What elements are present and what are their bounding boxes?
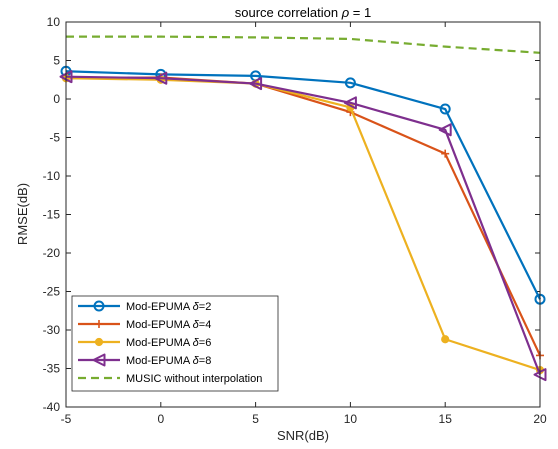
- legend-label: Mod-EPUMA δ=6: [126, 337, 211, 349]
- legend-label-name: Mod-EPUMA: [126, 319, 193, 331]
- data-point: [344, 77, 356, 89]
- legend-label-name: Mod-EPUMA: [126, 355, 193, 367]
- data-point: [441, 149, 450, 158]
- legend-entry: Mod-EPUMA δ=6: [78, 337, 211, 349]
- legend-label-value: =6: [199, 337, 212, 349]
- legend-label: MUSIC without interpolation: [126, 373, 262, 385]
- y-tick-label: -40: [43, 400, 61, 414]
- x-axis-label: SNR(dB): [277, 428, 329, 443]
- y-tick-label: -10: [43, 169, 61, 183]
- x-tick-label: 0: [157, 412, 164, 426]
- data-point: [343, 96, 357, 110]
- data-point: [154, 71, 168, 85]
- legend-label-symbol: δ: [193, 337, 200, 349]
- series-line: [66, 35, 541, 54]
- legend-label-value: =4: [199, 319, 212, 331]
- data-point: [439, 103, 451, 115]
- data-point: [249, 77, 263, 91]
- y-tick-label: -35: [43, 362, 61, 376]
- x-tick-label: 15: [439, 412, 453, 426]
- y-tick-label: -30: [43, 323, 61, 337]
- y-tick-label: -5: [49, 131, 60, 145]
- legend-swatch-marker: [95, 320, 103, 328]
- data-point: [441, 335, 450, 344]
- series-line: [65, 70, 541, 300]
- y-tick-label: 5: [53, 54, 60, 68]
- x-tick-label: 10: [344, 412, 358, 426]
- legend-box: [71, 295, 279, 392]
- series-line: [65, 77, 541, 372]
- legend-entry: Mod-EPUMA δ=2: [78, 300, 211, 313]
- legend-label-name: Mod-EPUMA: [126, 301, 193, 313]
- legend-label-symbol: δ: [193, 355, 200, 367]
- y-tick-label: 0: [53, 92, 60, 106]
- y-tick-label: 10: [47, 15, 61, 29]
- legend-label-name: Mod-EPUMA: [126, 337, 193, 349]
- plot-frame: [65, 21, 541, 408]
- legend-swatch-marker: [94, 337, 104, 347]
- x-axis-ticks: -5 0 5 10 15 20: [61, 22, 547, 426]
- y-axis-label: RMSE(dB): [15, 183, 30, 245]
- legend-label: Mod-EPUMA δ=8: [126, 355, 211, 367]
- legend-label-value: =8: [199, 355, 212, 367]
- legend-entry: Mod-EPUMA δ=8: [78, 353, 211, 367]
- legend-swatch-marker: [92, 353, 106, 367]
- series-5: [66, 35, 541, 54]
- legend-entry: MUSIC without interpolation: [78, 373, 262, 385]
- data-point: [438, 123, 452, 137]
- legend-entry: Mod-EPUMA δ=4: [78, 319, 211, 331]
- x-tick-label: 5: [252, 412, 259, 426]
- x-tick-label: 20: [533, 412, 547, 426]
- y-tick-label: -25: [43, 285, 61, 299]
- series-line: [65, 75, 542, 376]
- legend-label-name: MUSIC without interpolation: [126, 373, 262, 385]
- x-tick-label: -5: [61, 412, 72, 426]
- y-tick-label: -15: [43, 208, 61, 222]
- legend-label: Mod-EPUMA δ=2: [126, 301, 211, 313]
- legend-label-symbol: δ: [193, 301, 200, 313]
- legend-label-symbol: δ: [193, 319, 200, 331]
- legend-label-value: =2: [199, 301, 212, 313]
- chart-title: source correlation ρ = 1: [235, 5, 371, 20]
- legend-label: Mod-EPUMA δ=4: [126, 319, 211, 331]
- legend-swatch-marker: [93, 300, 105, 312]
- y-tick-label: -20: [43, 246, 61, 260]
